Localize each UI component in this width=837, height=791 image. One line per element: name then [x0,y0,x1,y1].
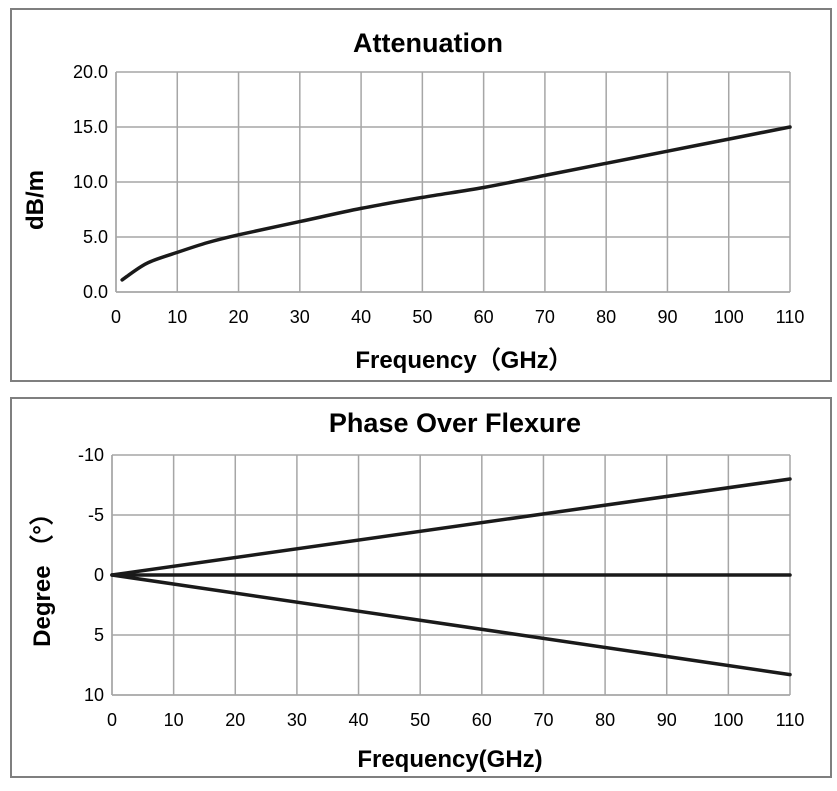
x-tick-label: 20 [229,307,249,327]
phase-y-ticks: -10 -5 0 5 10 [78,445,104,705]
x-tick-label: 30 [287,710,307,730]
attenuation-chart-panel: 0 10 20 30 40 50 60 70 80 90 100 110 0.0 5.0 10.0 15.0… [10,8,832,382]
series-line-1 [110,477,792,577]
attenuation-x-axis-title: Frequency（GHz） [355,347,572,374]
attenuation-y-ticks: 0.0 5.0 10.0 15.0 20.0 [73,62,108,302]
x-tick-label: 100 [714,307,744,327]
x-tick-label: 70 [535,307,555,327]
x-tick-label: 40 [349,710,369,730]
series-line-3 [110,573,792,677]
y-tick-label: 15.0 [73,117,108,137]
x-tick-label: 50 [410,710,430,730]
x-tick-label: 100 [713,710,743,730]
x-tick-label: 0 [107,710,117,730]
attenuation-series [120,125,792,282]
x-tick-label: 110 [776,307,805,327]
y-tick-label: 5 [94,625,104,645]
y-tick-label: 0.0 [83,282,108,302]
phase-y-axis-title: Degree （°） [29,501,56,647]
attenuation-y-axis-title: dB/m [22,170,49,230]
phase-chart-panel: 0 10 20 30 40 50 60 70 80 90 100 110 -10 -5 0 5 10 Phas… [10,397,832,778]
y-tick-label: 10.0 [73,172,108,192]
attenuation-grid [115,71,791,293]
phase-x-ticks: 0 10 20 30 40 50 60 70 80 90 100 110 [107,710,804,730]
series-line-1 [120,125,792,282]
phase-series [110,477,792,677]
x-tick-label: 110 [776,710,805,730]
attenuation-title: Attenuation [353,28,503,58]
x-tick-label: 90 [657,710,677,730]
x-tick-label: 70 [533,710,553,730]
x-tick-label: 80 [596,307,616,327]
x-tick-label: 10 [167,307,187,327]
x-tick-label: 20 [225,710,245,730]
x-tick-label: 10 [164,710,184,730]
phase-x-axis-title: Frequency(GHz) [357,746,542,773]
x-tick-label: 80 [595,710,615,730]
y-tick-label: 5.0 [83,227,108,247]
y-tick-label: 0 [94,565,104,585]
phase-title: Phase Over Flexure [329,408,581,438]
x-tick-label: 60 [472,710,492,730]
y-tick-label: 20.0 [73,62,108,82]
x-tick-label: 40 [351,307,371,327]
x-tick-label: 30 [290,307,310,327]
y-tick-label: -5 [88,505,104,525]
y-tick-label: -10 [78,445,104,465]
x-tick-label: 50 [412,307,432,327]
attenuation-x-ticks: 0 10 20 30 40 50 60 70 80 90 100 110 [111,307,804,327]
x-tick-label: 0 [111,307,121,327]
attenuation-chart: 0 10 20 30 40 50 60 70 80 90 100 110 0.0 5.0 10.0 15.0… [22,28,804,374]
x-tick-label: 90 [657,307,677,327]
x-tick-label: 60 [474,307,494,327]
y-tick-label: 10 [84,685,104,705]
